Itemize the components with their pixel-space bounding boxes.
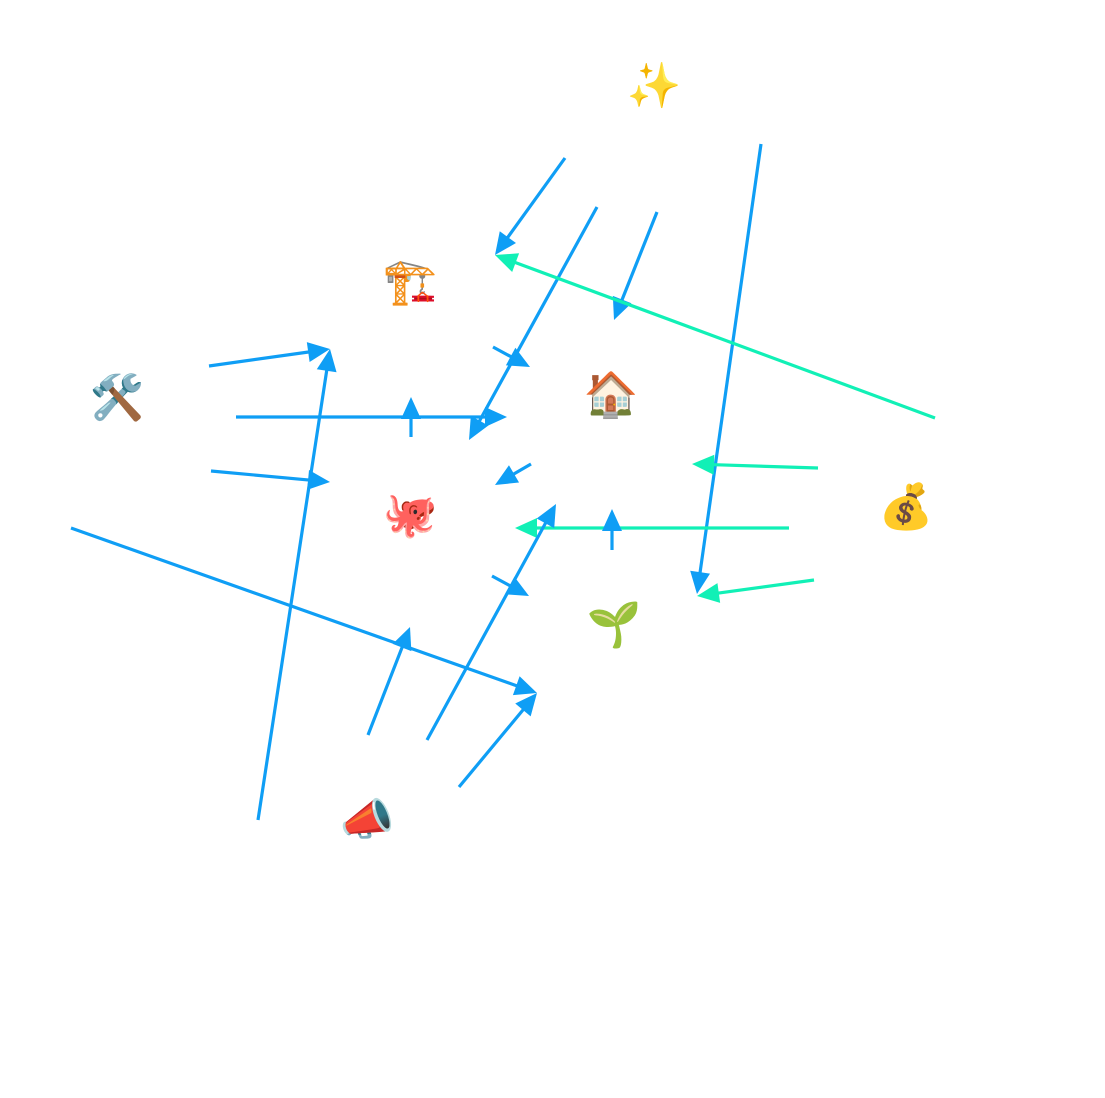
nodes-layer: ✨ 🏗️ 🛠️ 🏠 🐙 💰 🌱 📣	[90, 61, 934, 846]
arrow-megaphone-to-house-line	[425, 519, 549, 741]
arrow-money-to-octopus-arrowhead	[515, 518, 537, 538]
arrow-tools-to-octopus-line	[210, 469, 313, 482]
arrow-megaphone-to-seedling-line	[457, 705, 527, 789]
arrow-money-to-seedling-line	[714, 578, 815, 596]
arrow-tools-to-seedling	[70, 526, 537, 696]
arrow-octopus-to-crane	[401, 397, 421, 437]
arrow-tools-to-house-arrowhead	[485, 407, 507, 427]
arrow-sparkles-to-seedling-line	[697, 143, 763, 577]
arrow-sparkles-to-crane-line	[504, 157, 567, 242]
arrow-megaphone-to-seedling	[457, 693, 537, 789]
house-icon: 🏠	[584, 370, 639, 421]
arrow-money-to-seedling	[697, 578, 815, 603]
arrow-tools-to-crane-line	[208, 349, 313, 368]
arrow-tools-to-octopus	[210, 469, 330, 490]
arrow-megaphone-to-crane	[256, 349, 337, 821]
arrow-megaphone-to-octopus-arrowhead	[392, 627, 412, 652]
arrow-house-to-octopus-arrowhead	[495, 465, 520, 485]
seedling-icon: 🌱	[587, 600, 642, 651]
sparkles-icon: ✨	[627, 61, 682, 112]
arrow-money-to-crane	[495, 253, 936, 420]
arrow-money-to-crane-arrowhead	[495, 253, 520, 273]
arrow-crane-to-house-line	[492, 345, 515, 360]
arrow-megaphone-to-octopus-line	[366, 643, 405, 736]
arrow-megaphone-to-house	[425, 504, 556, 741]
arrow-money-to-house-line	[709, 462, 819, 470]
arrow-crane-to-house-arrowhead	[505, 347, 530, 367]
arrow-tools-to-crane-arrowhead	[306, 342, 330, 362]
arrow-megaphone-to-octopus	[366, 627, 412, 736]
arrow-sparkles-to-crane-arrowhead	[495, 231, 516, 255]
octopus-icon: 🐙	[383, 490, 438, 541]
arrow-house-to-octopus	[495, 462, 532, 485]
arrow-megaphone-to-house-arrowhead	[536, 504, 556, 529]
arrow-tools-to-seedling-arrowhead	[512, 676, 537, 696]
arrow-sparkles-to-octopus-line	[476, 206, 599, 425]
arrow-megaphone-to-crane-arrowhead	[316, 349, 337, 373]
building-construction-icon: 🏗️	[383, 257, 438, 308]
arrow-sparkles-to-octopus-arrowhead	[469, 415, 489, 440]
money-bag-icon: 💰	[879, 482, 934, 533]
megaphone-icon: 📣	[340, 795, 395, 846]
arrow-tools-to-crane	[208, 342, 330, 368]
arrow-sparkles-to-seedling-arrowhead	[690, 570, 710, 594]
arrow-money-to-seedling-arrowhead	[697, 583, 721, 603]
arrow-tools-to-seedling-line	[70, 526, 521, 689]
arrow-octopus-to-seedling-arrowhead	[504, 576, 529, 596]
arrow-crane-to-house	[492, 345, 530, 367]
arrow-seedling-to-house-arrowhead	[602, 509, 622, 531]
arrow-seedling-to-house	[602, 509, 622, 550]
arrow-sparkles-to-house	[612, 211, 659, 320]
arrow-sparkles-to-octopus	[469, 206, 599, 440]
hammer-and-wrench-icon: 🛠️	[90, 371, 145, 424]
arrow-sparkles-to-crane	[495, 157, 567, 255]
arrow-money-to-house-arrowhead	[692, 454, 715, 475]
arrow-megaphone-to-seedling-arrowhead	[515, 693, 537, 717]
arrow-sparkles-to-house-line	[619, 211, 659, 304]
arrow-money-to-crane-line	[511, 259, 936, 420]
arrow-octopus-to-crane-arrowhead	[401, 397, 421, 419]
arrow-megaphone-to-crane-line	[256, 366, 329, 821]
arrow-money-to-octopus	[515, 518, 789, 538]
edges-layer	[70, 143, 936, 821]
arrow-tools-to-octopus-arrowhead	[307, 470, 330, 490]
arrow-money-to-house	[692, 454, 819, 475]
arrow-sparkles-to-seedling	[690, 143, 763, 594]
arrow-tools-to-house	[236, 407, 507, 427]
